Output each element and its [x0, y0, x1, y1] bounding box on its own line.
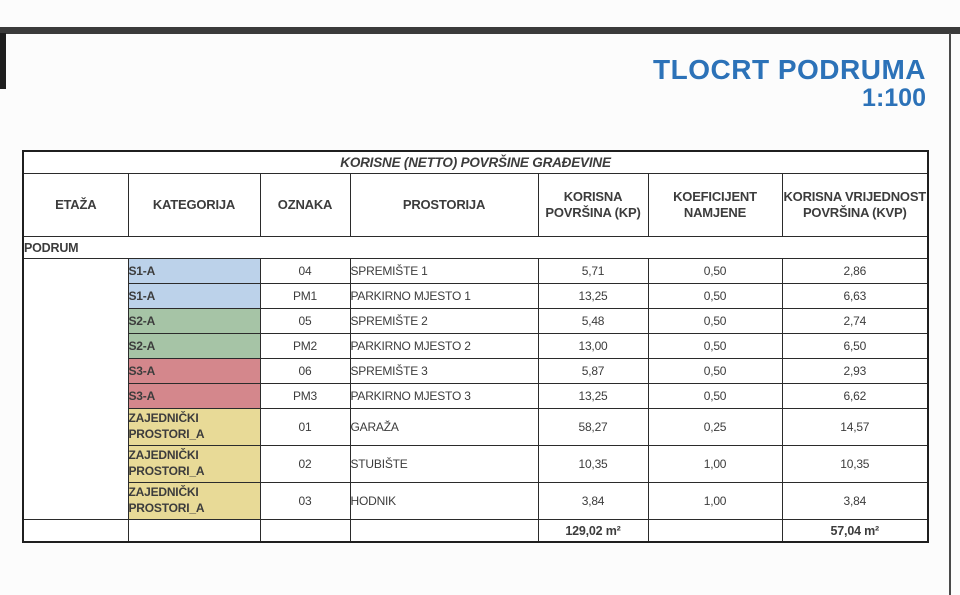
cell-kategorija: S3-A: [127, 358, 261, 384]
left-edge-mark: [0, 33, 6, 89]
cell-kategorija: S1-A: [127, 283, 261, 309]
column-header-kvp: KORISNA VRIJEDNOST POVRŠINA (KVP): [781, 173, 929, 237]
cell-kp: 10,35: [537, 445, 649, 483]
drawing-scale: 1:100: [862, 84, 926, 113]
cell-etaza-merged: [22, 258, 129, 520]
drawing-title-block: TLOCRT PODRUMA 1:100: [653, 55, 926, 113]
table-caption-row: KORISNE (NETTO) POVRŠINE GRAĐEVINE: [22, 150, 929, 174]
column-header-kategorija: KATEGORIJA: [127, 173, 261, 237]
cell-koeficijent: 0,50: [647, 258, 783, 284]
cell-kvp: 14,57: [781, 408, 929, 446]
cell-oznaka: 03: [259, 482, 351, 520]
cell-kategorija: ZAJEDNIČKI PROSTORI_A: [127, 408, 261, 446]
cell-oznaka: 04: [259, 258, 351, 284]
cell-kvp: 6,50: [781, 333, 929, 359]
cell-oznaka: 01: [259, 408, 351, 446]
cell-prostorija: STUBIŠTE: [349, 445, 539, 483]
cell-prostorija: SPREMIŠTE 1: [349, 258, 539, 284]
cell-kp: 13,25: [537, 283, 649, 309]
cell-oznaka: PM3: [259, 383, 351, 409]
totals-empty-kategorija: [127, 519, 261, 543]
cell-prostorija: PARKIRNO MJESTO 1: [349, 283, 539, 309]
table-caption: KORISNE (NETTO) POVRŠINE GRAĐEVINE: [22, 150, 929, 174]
table-row: S3-A PM3 PARKIRNO MJESTO 3 13,25 0,50 6,…: [23, 383, 929, 409]
cell-kp: 5,48: [537, 308, 649, 334]
cell-kp: 5,71: [537, 258, 649, 284]
total-kp: 129,02 m²: [537, 519, 649, 543]
cell-koeficijent: 0,50: [647, 283, 783, 309]
cell-kategorija: S1-A: [127, 258, 261, 284]
cell-kp: 3,84: [537, 482, 649, 520]
cell-oznaka: PM1: [259, 283, 351, 309]
cell-prostorija: SPREMIŠTE 2: [349, 308, 539, 334]
totals-empty-etaza: [22, 519, 129, 543]
cell-koeficijent: 0,50: [647, 333, 783, 359]
page-right-frame-line: [949, 33, 951, 595]
table-row: S2-A PM2 PARKIRNO MJESTO 2 13,00 0,50 6,…: [23, 333, 929, 359]
cell-kategorija: ZAJEDNIČKI PROSTORI_A: [127, 445, 261, 483]
cell-kategorija: S2-A: [127, 333, 261, 359]
cell-koeficijent: 0,25: [647, 408, 783, 446]
cell-kvp: 2,86: [781, 258, 929, 284]
cell-oznaka: 02: [259, 445, 351, 483]
cell-kp: 13,00: [537, 333, 649, 359]
column-header-prostorija: PROSTORIJA: [349, 173, 539, 237]
cell-koeficijent: 1,00: [647, 482, 783, 520]
table-row: S1-A 04 SPREMIŠTE 1 5,71 0,50 2,86: [22, 258, 929, 520]
cell-kategorija: S3-A: [127, 383, 261, 409]
column-header-oznaka: OZNAKA: [259, 173, 351, 237]
cell-prostorija: PARKIRNO MJESTO 2: [349, 333, 539, 359]
cell-koeficijent: 0,50: [647, 308, 783, 334]
table-header-row: ETAŽA KATEGORIJA OZNAKA PROSTORIJA KORIS…: [22, 173, 929, 237]
cell-oznaka: 05: [259, 308, 351, 334]
cell-kvp: 2,74: [781, 308, 929, 334]
cell-koeficijent: 1,00: [647, 445, 783, 483]
cell-prostorija: HODNIK: [349, 482, 539, 520]
cell-koeficijent: 0,50: [647, 358, 783, 384]
cell-koeficijent: 0,50: [647, 383, 783, 409]
cell-kp: 13,25: [537, 383, 649, 409]
totals-empty-koeficijent: [647, 519, 783, 543]
netto-areas-table: KORISNE (NETTO) POVRŠINE GRAĐEVINE ETAŽA…: [22, 150, 930, 543]
totals-empty-prostorija: [349, 519, 539, 543]
column-header-kp: KORISNA POVRŠINA (KP): [537, 173, 649, 237]
cell-kvp: 3,84: [781, 482, 929, 520]
cell-kategorija: ZAJEDNIČKI PROSTORI_A: [127, 482, 261, 520]
table-row: ZAJEDNIČKI PROSTORI_A 02 STUBIŠTE 10,35 …: [23, 445, 929, 483]
floor-group-row: PODRUM: [22, 236, 929, 259]
totals-empty-oznaka: [259, 519, 351, 543]
cell-oznaka: 06: [259, 358, 351, 384]
totals-row: 129,02 m² 57,04 m²: [22, 519, 929, 543]
cell-kp: 58,27: [537, 408, 649, 446]
cell-kategorija: S2-A: [127, 308, 261, 334]
table-row: ZAJEDNIČKI PROSTORI_A 03 HODNIK 3,84 1,0…: [23, 482, 929, 520]
cell-kvp: 6,63: [781, 283, 929, 309]
page-title: TLOCRT PODRUMA: [653, 54, 926, 85]
cell-oznaka: PM2: [259, 333, 351, 359]
total-kvp: 57,04 m²: [781, 519, 929, 543]
cell-prostorija: PARKIRNO MJESTO 3: [349, 383, 539, 409]
table-row: S3-A 06 SPREMIŠTE 3 5,87 0,50 2,93: [23, 358, 929, 384]
cell-kvp: 10,35: [781, 445, 929, 483]
cell-prostorija: SPREMIŠTE 3: [349, 358, 539, 384]
cell-kvp: 6,62: [781, 383, 929, 409]
column-header-koeficijent: KOEFICIJENT NAMJENE: [647, 173, 783, 237]
cell-kvp: 2,93: [781, 358, 929, 384]
floor-group-label: PODRUM: [22, 236, 929, 259]
cell-prostorija: GARAŽA: [349, 408, 539, 446]
table-row: S2-A 05 SPREMIŠTE 2 5,48 0,50 2,74: [23, 308, 929, 334]
column-header-etaza: ETAŽA: [22, 173, 129, 237]
table-row: ZAJEDNIČKI PROSTORI_A 01 GARAŽA 58,27 0,…: [23, 408, 929, 446]
cell-kp: 5,87: [537, 358, 649, 384]
page-top-border-bar: [0, 27, 960, 34]
table-row: S1-A PM1 PARKIRNO MJESTO 1 13,25 0,50 6,…: [23, 283, 929, 309]
